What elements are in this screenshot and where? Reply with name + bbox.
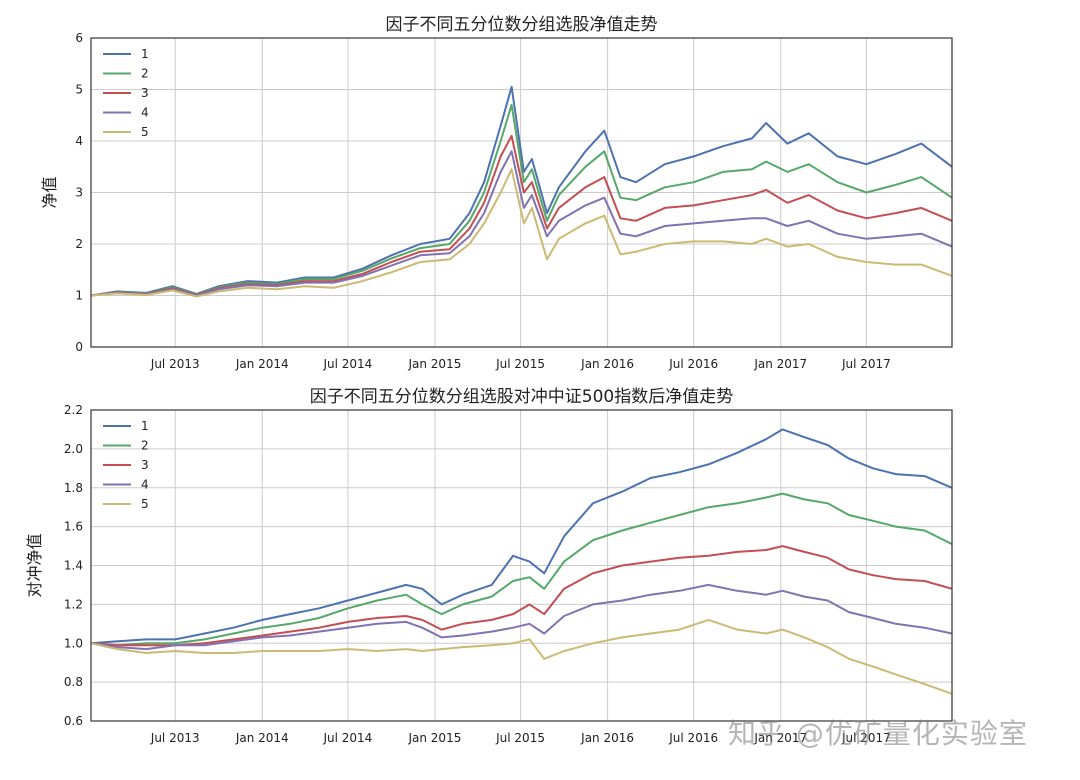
y-axis-label: 对冲净值 xyxy=(25,533,44,597)
legend: 1 2 3 4 5 xyxy=(103,47,149,139)
series-line-2 xyxy=(91,103,952,297)
legend-label-3: 3 xyxy=(141,86,149,100)
y-axis-label: 净值 xyxy=(40,176,59,208)
plot-frame xyxy=(90,37,953,348)
series-line-5 xyxy=(91,168,952,298)
legend-label-2: 2 xyxy=(141,67,149,81)
x-tick-label: Jan 2014 xyxy=(235,731,289,745)
y-tick-label: 2.2 xyxy=(64,403,83,417)
x-tick-label: Jan 2017 xyxy=(753,357,807,371)
legend-label-5: 5 xyxy=(141,125,149,139)
x-tick-label: Jul 2015 xyxy=(495,357,545,371)
series-line-1 xyxy=(91,428,952,645)
y-tick-label: 1 xyxy=(75,289,83,303)
chart-title: 因子不同五分位数分组选股净值走势 xyxy=(386,15,658,35)
x-tick-label: Jul 2014 xyxy=(322,357,372,371)
y-tick-label: 1.2 xyxy=(64,597,83,611)
series-line-4 xyxy=(91,150,952,297)
y-tick-label: 2 xyxy=(75,237,83,251)
x-tick-label: Jan 2016 xyxy=(580,731,634,745)
legend-label-2: 2 xyxy=(141,439,149,453)
x-tick-label: Jan 2014 xyxy=(235,357,289,371)
series-line-4 xyxy=(91,583,952,651)
legend-label-1: 1 xyxy=(141,419,149,433)
legend: 1 2 3 4 5 xyxy=(103,419,149,511)
y-tick-label: 3 xyxy=(75,186,83,200)
y-tick-label: 1.8 xyxy=(64,481,83,495)
x-tick-label: Jul 2015 xyxy=(495,731,545,745)
y-tick-label: 2.0 xyxy=(64,442,83,456)
x-tick-label: Jul 2016 xyxy=(668,731,718,745)
x-tick-label: Jul 2017 xyxy=(841,357,891,371)
x-tick-label: Jul 2014 xyxy=(322,731,372,745)
x-tick-label: Jan 2017 xyxy=(753,731,807,745)
y-tick-label: 5 xyxy=(75,83,83,97)
legend-label-4: 4 xyxy=(141,478,149,492)
x-tick-label: Jul 2013 xyxy=(150,731,200,745)
y-tick-label: 4 xyxy=(75,134,83,148)
x-tick-label: Jul 2016 xyxy=(668,357,718,371)
y-tick-label: 0 xyxy=(75,340,83,354)
watermark: 知乎 @优矿量化实验室 xyxy=(728,717,1028,750)
chart-panel-1: 0 1 2 3 4 5 6 Jul 2013 Jan 2014 Jul 2014 Jan 2015 J… xyxy=(40,15,953,371)
y-tick-label: 0.8 xyxy=(64,675,83,689)
series-line-3 xyxy=(91,545,952,647)
series-line-2 xyxy=(91,492,952,647)
x-tick-label: Jul 2017 xyxy=(841,731,891,745)
x-tick-label: Jan 2015 xyxy=(407,357,461,371)
legend-label-1: 1 xyxy=(141,47,149,61)
chart-panel-2: 0.6 0.8 1.0 1.2 1.4 1.6 1.8 2.0 2.2 Jul 2013 Jan 2… xyxy=(25,387,953,745)
y-tick-label: 6 xyxy=(75,31,83,45)
plot-frame xyxy=(90,409,953,722)
legend-label-4: 4 xyxy=(141,106,149,120)
y-tick-label: 1.6 xyxy=(64,520,83,534)
y-tick-label: 1.0 xyxy=(64,636,83,650)
chart-title: 因子不同五分位数分组选股对冲中证500指数后净值走势 xyxy=(310,387,733,407)
y-tick-label: 1.4 xyxy=(64,559,83,573)
x-tick-label: Jul 2013 xyxy=(150,357,200,371)
x-tick-label: Jan 2015 xyxy=(407,731,461,745)
series-line-5 xyxy=(91,618,952,695)
legend-label-3: 3 xyxy=(141,458,149,472)
legend-label-5: 5 xyxy=(141,497,149,511)
y-tick-label: 0.6 xyxy=(64,714,83,728)
series-line-1 xyxy=(91,85,952,297)
x-tick-label: Jan 2016 xyxy=(580,357,634,371)
